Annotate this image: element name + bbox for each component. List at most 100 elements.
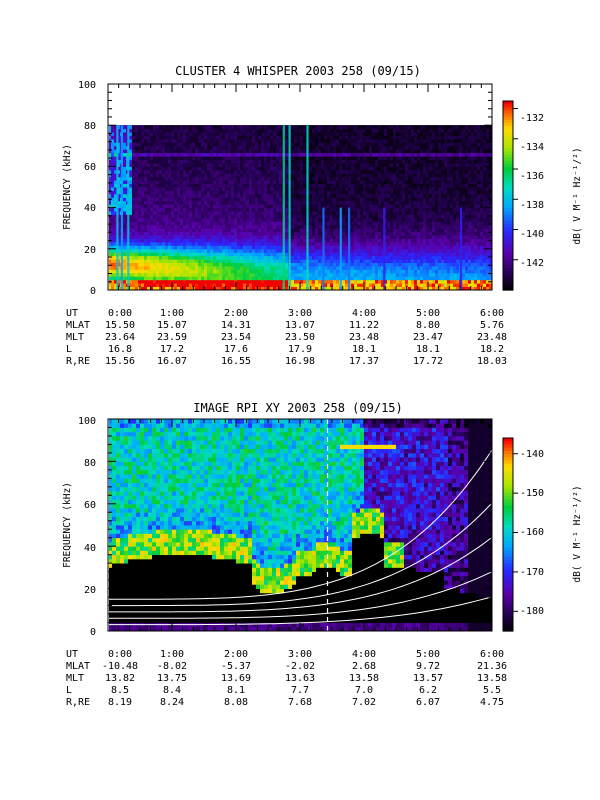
ephemeris-value: 13.69 bbox=[221, 673, 251, 684]
ephemeris-value: 11.22 bbox=[349, 320, 379, 331]
ephemeris-value: 13.82 bbox=[105, 673, 135, 684]
p1-eph-label-ut: UT bbox=[66, 308, 78, 319]
p2-eph-label-mlt: MLT bbox=[66, 673, 84, 684]
p1-ytick-40: 40 bbox=[84, 203, 96, 214]
p1-eph-label-l: L bbox=[66, 344, 72, 355]
ephemeris-value: -2.02 bbox=[285, 661, 315, 672]
panel2-ylabel: FREQUENCY (kHz) bbox=[62, 482, 73, 568]
p2-cbar-tick: -160 bbox=[520, 527, 544, 538]
p1-cbar-tick: -132 bbox=[520, 113, 544, 124]
p2-eph-label-ut: UT bbox=[66, 649, 78, 660]
ephemeris-value: 17.2 bbox=[160, 344, 184, 355]
ephemeris-value: -5.37 bbox=[221, 661, 251, 672]
ephemeris-value: 8.1 bbox=[227, 685, 245, 696]
p2-eph-label-l: L bbox=[66, 685, 72, 696]
ephemeris-value: 5.76 bbox=[480, 320, 504, 331]
ephemeris-value: 3:00 bbox=[288, 308, 312, 319]
panel1-ephemeris: UT MLAT MLT L R,RE 0:00 1:00 2:00 3:00 4:00 5… bbox=[66, 308, 507, 367]
ephemeris-value: 17.72 bbox=[413, 356, 443, 367]
panel2-title: IMAGE RPI XY 2003 258 (09/15) bbox=[193, 401, 403, 415]
panel1-y-axis: 0 20 40 60 80 100 bbox=[78, 80, 96, 297]
ephemeris-value: 13.57 bbox=[413, 673, 443, 684]
ephemeris-value: 1:00 bbox=[160, 649, 184, 660]
ephemeris-value: 5:00 bbox=[416, 308, 440, 319]
p2-ytick-20: 20 bbox=[84, 585, 96, 596]
ephemeris-value: 16.8 bbox=[108, 344, 132, 355]
ephemeris-value: 23.48 bbox=[349, 332, 379, 343]
ephemeris-value: 5:00 bbox=[416, 649, 440, 660]
panel-cluster: CLUSTER 4 WHISPER 2003 258 (09/15) FREQU… bbox=[62, 64, 583, 367]
ephemeris-value: 4:00 bbox=[352, 649, 376, 660]
p2-ytick-0: 0 bbox=[90, 627, 96, 638]
ephemeris-value: 15.07 bbox=[157, 320, 187, 331]
ephemeris-value: 16.55 bbox=[221, 356, 251, 367]
panel1-colorbar-ticks: -132 -134 -136 -138 -140 -142 bbox=[520, 113, 544, 269]
p1-ytick-0: 0 bbox=[90, 286, 96, 297]
ephemeris-value: 23.59 bbox=[157, 332, 187, 343]
ephemeris-value: 5.5 bbox=[483, 685, 501, 696]
ephemeris-value: 3:00 bbox=[288, 649, 312, 660]
ephemeris-value: -8.02 bbox=[157, 661, 187, 672]
p1-eph-label-mlat: MLAT bbox=[66, 320, 90, 331]
ephemeris-value: 6:00 bbox=[480, 308, 504, 319]
ephemeris-value: 21.36 bbox=[477, 661, 507, 672]
ephemeris-value: 13.58 bbox=[349, 673, 379, 684]
p1-cbar-tick: -142 bbox=[520, 258, 544, 269]
p2-ytick-100: 100 bbox=[78, 416, 96, 427]
panel2-colorbar-minor-ticks bbox=[513, 453, 518, 612]
ephemeris-value: 13.63 bbox=[285, 673, 315, 684]
ephemeris-value: 17.6 bbox=[224, 344, 248, 355]
panel1-tick-marks bbox=[107, 83, 493, 291]
ephemeris-value: 4:00 bbox=[352, 308, 376, 319]
p1-cbar-tick: -136 bbox=[520, 171, 544, 182]
ephemeris-value: 7.68 bbox=[288, 697, 312, 708]
ephemeris-value: 2.68 bbox=[352, 661, 376, 672]
p1-cbar-tick: -140 bbox=[520, 229, 544, 240]
ephemeris-value: 2:00 bbox=[224, 649, 248, 660]
panel2-spectrogram bbox=[109, 419, 492, 631]
p1-ytick-60: 60 bbox=[84, 162, 96, 173]
ephemeris-value: 0:00 bbox=[108, 308, 132, 319]
p2-eph-label-rre: R,RE bbox=[66, 697, 90, 708]
ephemeris-value: 13.75 bbox=[157, 673, 187, 684]
ephemeris-value: 23.47 bbox=[413, 332, 443, 343]
panel2-tick-marks bbox=[107, 418, 493, 632]
ephemeris-value: 7.02 bbox=[352, 697, 376, 708]
panel1-ylabel: FREQUENCY (kHz) bbox=[62, 144, 73, 230]
ephemeris-value: 23.48 bbox=[477, 332, 507, 343]
panel-image: IMAGE RPI XY 2003 258 (09/15) FREQUENCY … bbox=[62, 401, 583, 708]
p1-ytick-100: 100 bbox=[78, 80, 96, 91]
p2-ytick-60: 60 bbox=[84, 500, 96, 511]
ephemeris-value: 4.75 bbox=[480, 697, 504, 708]
ephemeris-value: 23.50 bbox=[285, 332, 315, 343]
p1-ytick-20: 20 bbox=[84, 245, 96, 256]
ephemeris-value: 13.58 bbox=[477, 673, 507, 684]
ephemeris-value: 18.2 bbox=[480, 344, 504, 355]
panel1-title: CLUSTER 4 WHISPER 2003 258 (09/15) bbox=[175, 64, 421, 78]
ephemeris-value: 8.08 bbox=[224, 697, 248, 708]
ephemeris-value: 7.7 bbox=[291, 685, 309, 696]
p2-cbar-tick: -140 bbox=[520, 449, 544, 460]
ephemeris-value: 8.19 bbox=[108, 697, 132, 708]
ephemeris-value: 13.07 bbox=[285, 320, 315, 331]
p2-eph-label-mlat: MLAT bbox=[66, 661, 90, 672]
ephemeris-value: 23.64 bbox=[105, 332, 135, 343]
ephemeris-value: 18.03 bbox=[477, 356, 507, 367]
p2-ytick-40: 40 bbox=[84, 543, 96, 554]
panel2-ephemeris: UT MLAT MLT L R,RE 0:00 1:00 2:00 3:00 4:00 5… bbox=[66, 649, 507, 708]
ephemeris-value: 9.72 bbox=[416, 661, 440, 672]
panel1-spectrogram bbox=[109, 125, 492, 290]
ephemeris-value: 6.2 bbox=[419, 685, 437, 696]
ephemeris-value: 1:00 bbox=[160, 308, 184, 319]
panel1-colorbar-frame bbox=[502, 100, 514, 291]
ephemeris-value: 16.98 bbox=[285, 356, 315, 367]
p2-cbar-tick: -150 bbox=[520, 488, 544, 499]
p1-ytick-80: 80 bbox=[84, 121, 96, 132]
ephemeris-value: 18.1 bbox=[352, 344, 376, 355]
ephemeris-value: 17.9 bbox=[288, 344, 312, 355]
p2-cbar-tick: -180 bbox=[520, 606, 544, 617]
p1-cbar-tick: -138 bbox=[520, 200, 544, 211]
panel1-colorbar-label: dB( V M⁻¹ Hz⁻¹/²) bbox=[572, 147, 583, 244]
p2-ytick-80: 80 bbox=[84, 458, 96, 469]
